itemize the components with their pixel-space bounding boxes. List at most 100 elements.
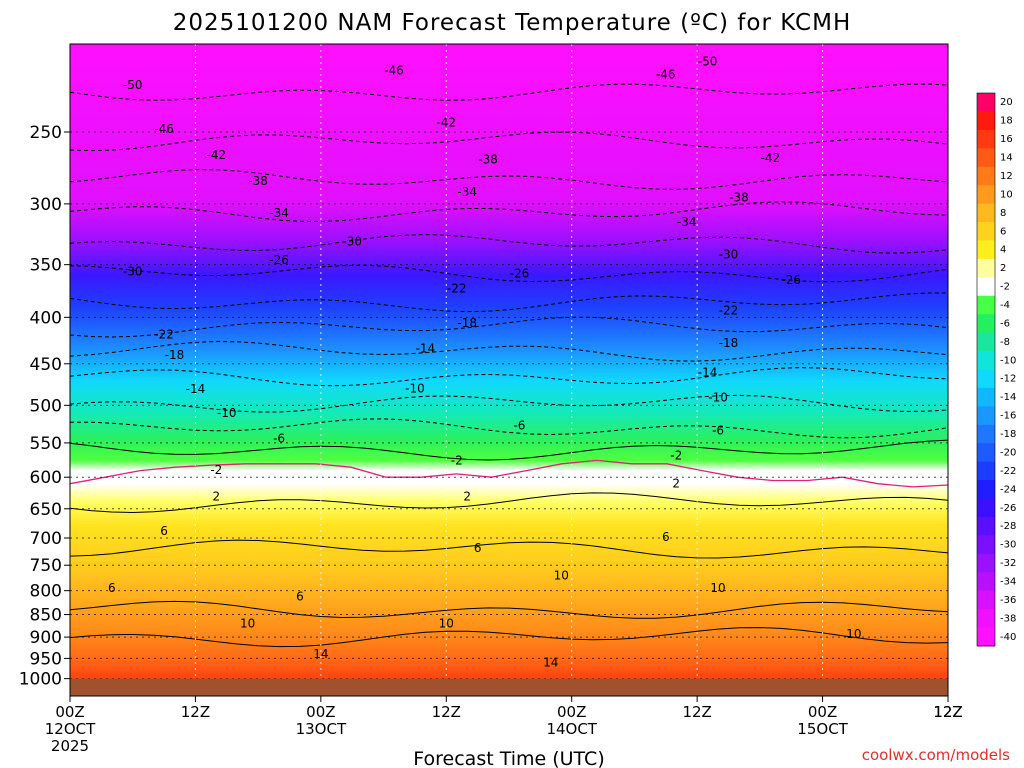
colorbar: 20 18 16 14 12 10 8 6 4 2 -2 -4 -6 -8 -10 -12 -14 -16 -18 -… (976, 92, 1016, 647)
contour-label: 10 (439, 617, 454, 631)
contour-label: 2 (213, 489, 221, 503)
contour-label: -6 (273, 432, 285, 446)
colorbar-swatch (977, 314, 995, 334)
colorbar-swatch (977, 535, 995, 555)
y-tick-label: 300 (30, 195, 62, 215)
contour-label: 6 (160, 524, 168, 538)
contour-label: 2 (672, 477, 680, 491)
contour-label: -22 (154, 328, 174, 342)
colorbar-swatch (977, 148, 995, 168)
isotherm-line (70, 131, 948, 152)
contour-label: 10 (710, 581, 725, 595)
colorbar-label: -12 (1000, 374, 1016, 385)
colorbar-label: -20 (1000, 447, 1016, 458)
x-tick-label: 00Z (808, 703, 837, 721)
x-tick-label: 12Z (933, 703, 962, 721)
colorbar-swatch (977, 406, 995, 426)
isotherm-line (70, 627, 948, 648)
y-tick-label: 750 (30, 556, 62, 576)
contour-label: -42 (761, 151, 781, 165)
contour-label: -50 (123, 78, 143, 92)
colorbar-label: 14 (1000, 153, 1013, 164)
contour-label: -26 (781, 273, 801, 287)
colorbar-label: -24 (1000, 484, 1016, 495)
colorbar-label: 20 (1000, 97, 1013, 108)
y-tick-label: 350 (30, 256, 62, 276)
colorbar-label: -22 (1000, 466, 1016, 477)
colorbar-label: -8 (1000, 337, 1010, 348)
x-tick-label: 14OCT (546, 720, 597, 738)
x-tick-label: 00Z (55, 703, 84, 721)
x-tick-label: 00Z (557, 703, 586, 721)
x-axis-title: Forecast Time (UTC) (413, 748, 604, 768)
colorbar-label: -30 (1000, 540, 1016, 551)
contour-label: -2 (210, 463, 222, 477)
contour-label: -38 (248, 174, 268, 188)
contour-label: -2 (451, 453, 463, 467)
colorbar-label: 8 (1000, 208, 1006, 219)
colorbar-swatch (977, 240, 995, 260)
colorbar-swatch (977, 295, 995, 315)
contour-label: 14 (313, 647, 328, 661)
contour-label: -18 (457, 316, 477, 330)
credit-link[interactable]: coolwx.com/models (862, 746, 1010, 764)
contour-label: 10 (554, 569, 569, 583)
isotherm-line (70, 492, 948, 514)
contour-label: -30 (719, 247, 739, 261)
contour-label: -10 (217, 406, 237, 420)
y-tick-label: 700 (30, 529, 62, 549)
contour-label: 6 (662, 530, 670, 544)
isotherm-contours (70, 83, 948, 648)
plot-area: -50 -46 -46 -50 -46 -42 -42 -42 -38 -38 -38 -34 -34 -… (70, 44, 948, 696)
contour-label: -46 (384, 64, 404, 78)
colorbar-swatch (977, 332, 995, 352)
colorbar-label: -4 (1000, 300, 1010, 311)
colorbar-label: 12 (1000, 171, 1013, 182)
y-tick-label: 500 (30, 396, 62, 416)
contour-label: -38 (478, 152, 498, 166)
contour-label: -18 (719, 336, 739, 350)
contour-label: -42 (207, 148, 227, 162)
y-tick-label: 1000 (19, 670, 62, 690)
contour-label: -14 (416, 342, 436, 356)
y-tick-label: 450 (30, 355, 62, 375)
plot-frame (69, 43, 949, 697)
colorbar-label: 6 (1000, 226, 1006, 237)
colorbar-swatch (977, 461, 995, 481)
contour-label: 6 (474, 541, 482, 555)
colorbar-label: -18 (1000, 429, 1016, 440)
colorbar-swatch (977, 185, 995, 205)
colorbar-label: -34 (1000, 576, 1016, 587)
contour-label: 10 (240, 617, 255, 631)
contour-label: -50 (698, 54, 718, 68)
x-tick-label: 00Z (306, 703, 335, 721)
contour-label: 6 (296, 590, 304, 604)
x-tick-label: 13OCT (296, 720, 347, 738)
colorbar-swatch (977, 572, 995, 592)
isotherm-line (70, 539, 948, 559)
y-tick-label: 650 (30, 500, 62, 520)
y-tick-label: 550 (30, 434, 62, 454)
contour-label: -42 (436, 115, 456, 129)
y-tick-label: 600 (30, 468, 62, 488)
colorbar-label: -28 (1000, 521, 1016, 532)
contour-label: -30 (342, 234, 362, 248)
colorbar-label: -2 (1000, 282, 1010, 293)
colorbar-swatch (977, 516, 995, 536)
contour-label: -14 (698, 365, 718, 379)
y-tick-label: 250 (30, 123, 62, 143)
y-tick-label: 900 (30, 628, 62, 648)
x-tick-label: 15OCT (797, 720, 848, 738)
colorbar-swatch (977, 203, 995, 223)
isotherm-line (70, 439, 948, 461)
ground-surface (70, 678, 948, 696)
colorbar-swatch (977, 590, 995, 610)
contour-label: 14 (543, 656, 558, 670)
contour-label: -18 (165, 348, 185, 362)
contour-label: -34 (457, 185, 477, 199)
contour-label: -14 (186, 382, 206, 396)
contour-label: 6 (108, 581, 116, 595)
contour-label: -34 (269, 206, 289, 220)
